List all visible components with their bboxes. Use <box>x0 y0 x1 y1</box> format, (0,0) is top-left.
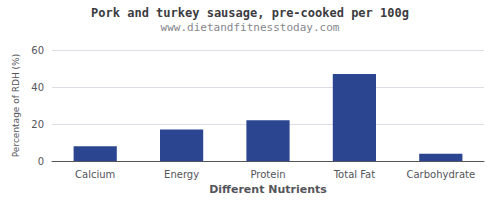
svg-text:Total Fat: Total Fat <box>333 169 375 180</box>
svg-text:0: 0 <box>38 156 44 167</box>
svg-text:Percentage of RDH (%): Percentage of RDH (%) <box>11 54 21 157</box>
svg-text:Protein: Protein <box>250 169 285 180</box>
svg-text:Pork and turkey sausage, pre-c: Pork and turkey sausage, pre-cooked per … <box>91 6 409 20</box>
svg-text:Carbohydrate: Carbohydrate <box>406 169 475 180</box>
svg-text:60: 60 <box>31 45 44 56</box>
svg-text:40: 40 <box>31 82 44 93</box>
svg-text:Energy: Energy <box>164 169 199 180</box>
svg-text:20: 20 <box>31 119 44 130</box>
svg-text:Different Nutrients: Different Nutrients <box>209 183 327 196</box>
svg-text:Calcium: Calcium <box>75 169 115 180</box>
svg-text:www.dietandfitnesstoday.com: www.dietandfitnesstoday.com <box>161 21 340 34</box>
